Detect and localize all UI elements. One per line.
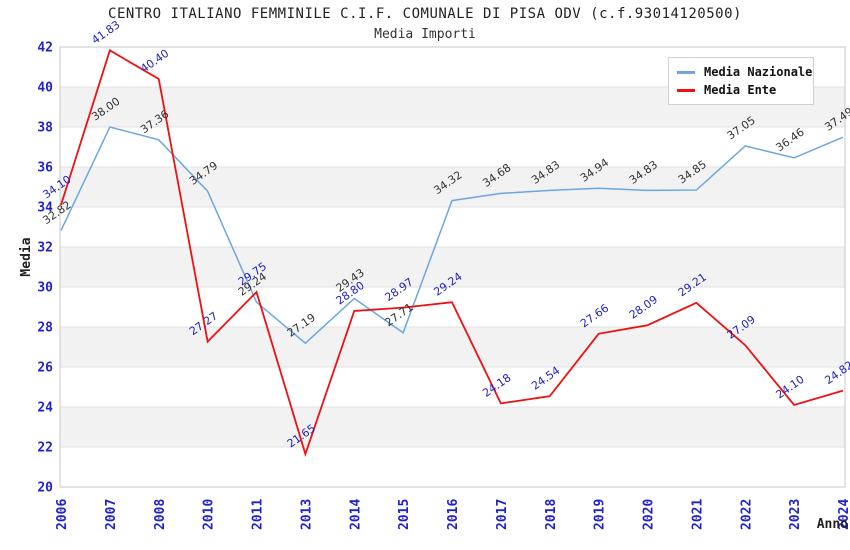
series-line-media-nazionale [60, 126, 844, 345]
x-tick-label: 2014 [348, 499, 363, 530]
plot-band [60, 287, 845, 327]
legend-item-media-ente: Media Ente [677, 81, 807, 99]
legend-label: Media Ente [704, 83, 777, 97]
x-tick-label: 2006 [55, 499, 70, 530]
y-tick-label: 22 [37, 441, 53, 456]
point-label: 41.83 [89, 18, 122, 47]
x-tick-label: 2017 [495, 499, 510, 530]
legend-line-sample-icon [677, 88, 695, 92]
plot-band [60, 127, 845, 167]
y-tick-label: 26 [37, 361, 53, 376]
x-tick-label: 2013 [299, 499, 314, 530]
x-tick-label: 2011 [251, 499, 266, 530]
y-axis-title: Media [19, 237, 34, 276]
x-tick-label: 2022 [739, 499, 754, 530]
y-tick-label: 24 [37, 401, 53, 416]
plot-band [60, 407, 845, 447]
plot-band [60, 207, 845, 247]
legend-label: Media Nazionale [704, 65, 813, 79]
y-tick-label: 30 [37, 281, 53, 296]
series-line-media-ente [60, 49, 844, 457]
y-tick-label: 32 [37, 241, 53, 256]
chart-title: CENTRO ITALIANO FEMMINILE C.I.F. COMUNAL… [108, 6, 742, 22]
plot-border [59, 46, 846, 488]
legend-line-sample-icon [677, 70, 695, 74]
y-tick-label: 36 [37, 161, 53, 176]
x-tick-label: 2024 [837, 499, 850, 530]
x-tick-label: 2016 [446, 499, 461, 530]
legend-item-media-nazionale: Media Nazionale [677, 63, 812, 81]
x-tick-label: 2021 [690, 499, 705, 530]
y-tick-label: 40 [37, 81, 53, 96]
plot-band [60, 327, 845, 367]
y-tick-label: 38 [37, 121, 53, 136]
x-tick-label: 2020 [642, 499, 657, 530]
x-tick-label: 2018 [544, 499, 559, 530]
plot-band [60, 367, 845, 407]
x-tick-label: 2023 [788, 499, 803, 530]
x-tick-label: 2019 [593, 499, 608, 530]
legend: Media Nazionale Media Ente [668, 57, 814, 105]
plot-band [60, 447, 845, 487]
x-tick-label: 2007 [104, 499, 119, 530]
x-axis-title: Anno [817, 517, 848, 532]
x-tick-label: 2010 [202, 499, 217, 530]
chart-subtitle: Media Importi [374, 27, 476, 42]
y-tick-label: 34 [37, 201, 53, 216]
x-tick-label: 2015 [397, 499, 412, 530]
y-tick-label: 42 [37, 41, 53, 56]
y-tick-label: 20 [37, 481, 53, 496]
x-tick-label: 2008 [153, 499, 168, 530]
y-tick-label: 28 [37, 321, 53, 336]
